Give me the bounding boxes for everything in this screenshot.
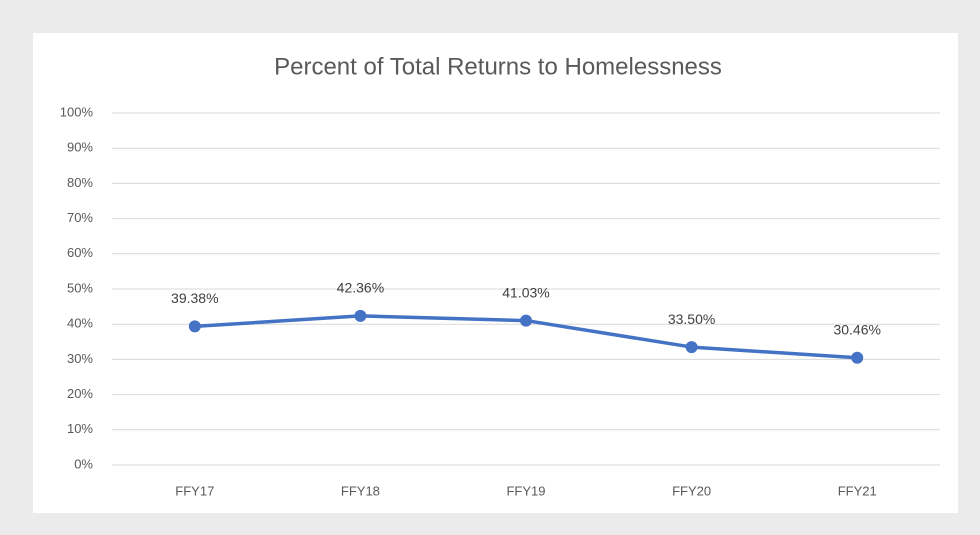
data-point	[354, 309, 367, 322]
data-label: 33.50%	[668, 311, 715, 327]
data-point	[685, 341, 698, 354]
x-tick-label: FFY21	[838, 483, 877, 498]
data-label: 30.46%	[833, 321, 880, 337]
y-tick-label: 40%	[67, 316, 93, 331]
y-tick-label: 50%	[67, 280, 93, 295]
y-tick-label: 80%	[67, 175, 93, 190]
y-tick-label: 100%	[60, 104, 94, 119]
data-point	[520, 314, 532, 327]
y-tick-label: 20%	[67, 386, 93, 401]
x-tick-label: FFY17	[175, 483, 214, 498]
x-tick-label: FFY18	[341, 483, 380, 498]
y-tick-label: 70%	[67, 210, 93, 225]
chart-area	[33, 33, 958, 513]
data-label: 39.38%	[171, 290, 218, 306]
y-tick-label: 10%	[67, 421, 93, 436]
data-point	[851, 351, 864, 364]
x-tick-label: FFY19	[506, 483, 545, 498]
y-tick-label: 30%	[67, 351, 93, 366]
data-label: 41.03%	[502, 284, 549, 300]
y-tick-label: 90%	[67, 140, 93, 155]
y-tick-label: 0%	[74, 456, 93, 471]
data-point	[188, 320, 201, 333]
chart-title: Percent of Total Returns to Homelessness	[274, 53, 722, 80]
x-tick-label: FFY20	[672, 483, 711, 498]
y-tick-label: 60%	[67, 245, 93, 260]
data-label: 42.36%	[337, 280, 384, 296]
